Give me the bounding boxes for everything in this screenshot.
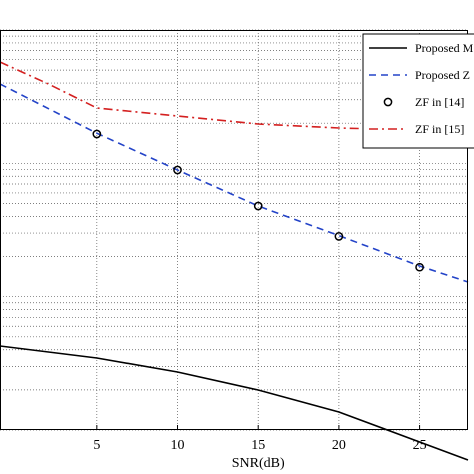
x-tick-label: 25 bbox=[413, 438, 427, 453]
legend-label-proposed-m: Proposed M bbox=[415, 41, 474, 55]
x-axis-label: SNR(dB) bbox=[232, 456, 285, 471]
series-layer bbox=[0, 61, 469, 461]
x-tick-label: 5 bbox=[93, 438, 100, 453]
x-tick-label: 20 bbox=[332, 438, 346, 453]
x-ticks: 5 10 15 20 25 bbox=[93, 425, 427, 453]
marker-point-zf-in-14 bbox=[334, 232, 344, 241]
legend-label-proposed-z: Proposed Z bbox=[415, 68, 470, 82]
x-tick-label: 10 bbox=[171, 438, 185, 453]
series-line-zf-in-15 bbox=[0, 61, 469, 132]
legend-label-zf-in-14: ZF in [14] bbox=[415, 95, 464, 109]
grid bbox=[0, 29, 468, 431]
plot-frame bbox=[0, 30, 468, 430]
marker-point-zf-in-14 bbox=[253, 201, 263, 211]
x-tick-label: 15 bbox=[251, 438, 265, 453]
legend-box bbox=[362, 33, 474, 149]
legend-marker-zf-in-14 bbox=[383, 97, 393, 107]
legend-label-zf-in-15: ZF in [15] bbox=[415, 122, 464, 136]
legend: Proposed M Proposed Z ZF in [14] ZF in [15] bbox=[362, 33, 474, 149]
series-line-proposed-m bbox=[0, 345, 469, 461]
marker-point-zf-in-14 bbox=[415, 262, 424, 272]
marker-point-zf-in-14 bbox=[173, 165, 182, 175]
marker-point-zf-in-14 bbox=[92, 129, 102, 139]
series-line-proposed-z bbox=[0, 83, 469, 283]
